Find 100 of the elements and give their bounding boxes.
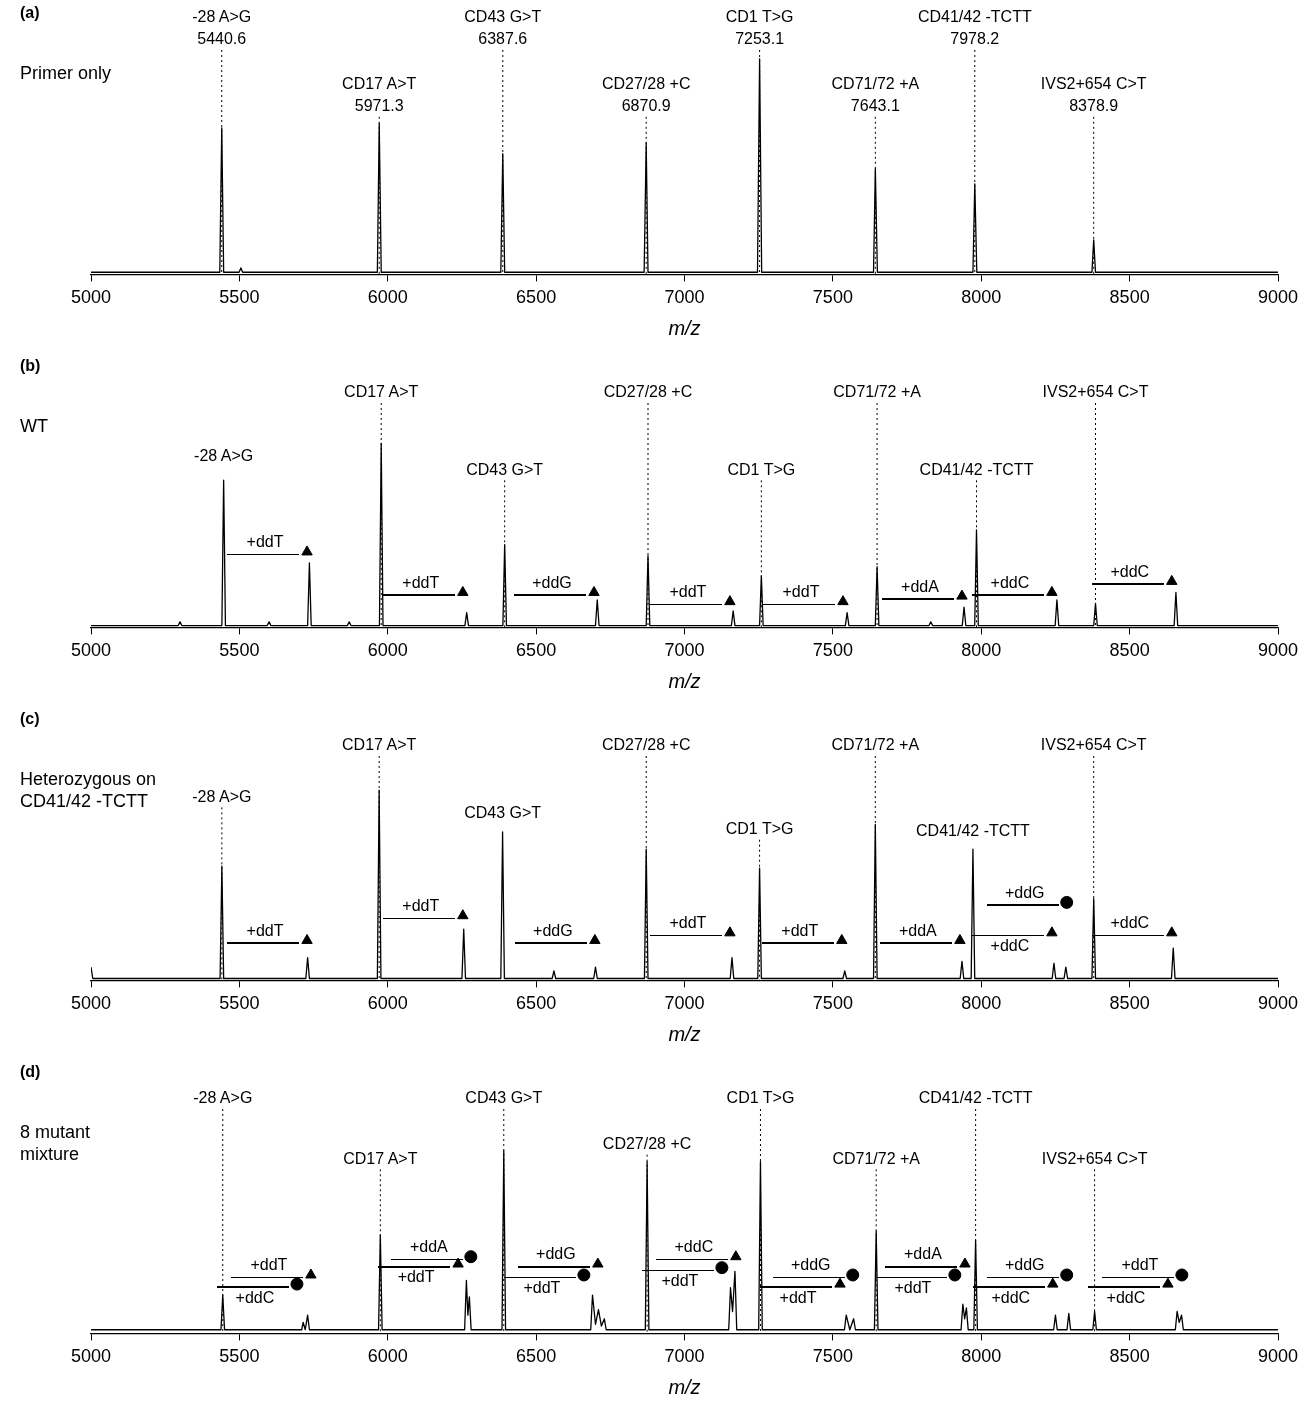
x-tick-label: 8000 — [961, 640, 1002, 661]
annotation: CD17 A>T — [342, 736, 417, 754]
annotation: CD41/42 -TCTT — [916, 821, 1031, 839]
annotation: +ddT — [782, 583, 820, 601]
point — [715, 1261, 729, 1275]
annotation: +ddC — [1106, 1288, 1146, 1306]
annotation: -28 A>G — [194, 447, 254, 465]
annotation: +ddA — [409, 1238, 449, 1256]
point — [834, 1277, 846, 1288]
point — [730, 1250, 742, 1261]
annotation: +ddC — [991, 1288, 1031, 1306]
annotation: CD71/72 +A — [832, 1149, 921, 1167]
annotation: +ddT — [661, 1272, 699, 1290]
annotation: CD1 T>G 7253.1 — [725, 8, 794, 48]
annotation: +ddT — [397, 1268, 435, 1286]
x-tick-label: 7500 — [812, 1346, 853, 1367]
annotation: +ddT — [669, 914, 707, 932]
annotation: CD27/28 +C — [603, 383, 693, 401]
point — [724, 595, 736, 606]
annotation: +ddT — [779, 1288, 817, 1306]
x-tick-label: 5000 — [70, 640, 112, 661]
annotation: CD41/42 -TCTT — [919, 460, 1034, 478]
text: WT — [20, 415, 48, 437]
annotation: CD41/42 -TCTT 7978.2 — [917, 8, 1032, 48]
x-axis-title: m/z — [668, 316, 701, 339]
x-axis-title: m/z — [668, 1375, 701, 1398]
annotation: CD17 A>T 5971.3 — [342, 75, 417, 115]
annotation: -28 A>G — [192, 787, 252, 805]
x-tick-label: 7000 — [664, 640, 705, 661]
x-axis-title: m/z — [668, 1022, 701, 1045]
annotation: -28 A>G — [193, 1089, 253, 1107]
annotation: +ddT — [669, 583, 707, 601]
point — [1060, 895, 1074, 909]
point — [1047, 1277, 1059, 1288]
point — [1175, 1268, 1189, 1282]
point — [301, 545, 313, 556]
annotation: CD1 T>G — [725, 820, 794, 838]
annotation: CD71/72 +A — [831, 736, 920, 754]
x-tick-label: 5000 — [70, 993, 112, 1014]
annotation: +ddC — [1110, 914, 1150, 932]
x-tick-label: 6500 — [516, 287, 557, 308]
annotation: +ddT — [1121, 1256, 1159, 1274]
annotation: CD27/28 +C 6870.9 — [601, 75, 691, 115]
annotation: +ddC — [990, 937, 1030, 955]
annotation: +ddT — [246, 533, 284, 551]
annotation: CD43 G>T 6387.6 — [464, 8, 542, 48]
point — [290, 1277, 304, 1291]
point — [1060, 1268, 1074, 1282]
point — [948, 1268, 962, 1282]
x-tick-label: 7000 — [664, 993, 705, 1014]
annotation: +ddC — [990, 573, 1030, 591]
annotation: +ddA — [901, 577, 940, 595]
annotation: +ddG — [790, 1256, 831, 1274]
annotation: CD1 T>G — [727, 460, 796, 478]
annotation: Heterozygous on CD41/42 -TCTT — [20, 768, 157, 812]
annotation: +ddG — [533, 921, 573, 939]
annotation: CD71/72 +A — [833, 383, 922, 401]
x-tick-label: 6000 — [367, 640, 408, 661]
annotation: CD17 A>T — [343, 1149, 418, 1167]
annotation: CD43 G>T — [466, 460, 544, 478]
x-tick-label: 8500 — [1109, 287, 1150, 308]
annotation: CD27/28 +C — [602, 1135, 692, 1153]
annotation: CD17 A>T — [344, 383, 419, 401]
x-axis-title: m/z — [668, 669, 701, 692]
x-tick-label: 5000 — [70, 287, 112, 308]
x-tick-label: 7000 — [664, 287, 705, 308]
annotation: IVS2+654 C>T — [1040, 736, 1147, 754]
annotation: -28 A>G 5440.6 — [192, 8, 252, 48]
annotation: +ddA — [898, 921, 938, 939]
annotation: IVS2+654 C>T — [1042, 383, 1149, 401]
annotation: CD43 G>T — [464, 804, 542, 822]
x-tick-label: 6000 — [367, 287, 408, 308]
point — [464, 1250, 478, 1264]
x-tick-label: 6000 — [367, 1346, 408, 1367]
x-tick-label: 9000 — [1257, 993, 1299, 1014]
annotation: +ddT — [402, 573, 440, 591]
x-tick-label: 6500 — [516, 1346, 557, 1367]
annotation: +ddT — [246, 921, 284, 939]
x-tick-label: 5500 — [219, 640, 260, 661]
annotation: +ddT — [781, 921, 819, 939]
x-tick-label: 9000 — [1257, 640, 1299, 661]
point — [589, 933, 601, 944]
point — [836, 933, 848, 944]
annotation: +ddT — [894, 1279, 932, 1297]
point — [305, 1268, 317, 1279]
point — [956, 589, 968, 600]
x-tick-label: 7000 — [664, 1346, 705, 1367]
annotation: IVS2+654 C>T — [1041, 1149, 1148, 1167]
point — [846, 1268, 860, 1282]
point — [1166, 574, 1178, 585]
point — [592, 1257, 604, 1268]
x-tick-label: 9000 — [1257, 1346, 1299, 1367]
annotation: +ddG — [1004, 1256, 1045, 1274]
point — [577, 1268, 591, 1282]
text: 8 mutant mixture — [20, 1121, 91, 1165]
annotation: CD43 G>T — [465, 1089, 543, 1107]
x-tick-label: 8500 — [1109, 993, 1150, 1014]
chart-title: (b) — [20, 357, 41, 375]
point — [1046, 926, 1058, 937]
annotation: +ddT — [250, 1256, 288, 1274]
